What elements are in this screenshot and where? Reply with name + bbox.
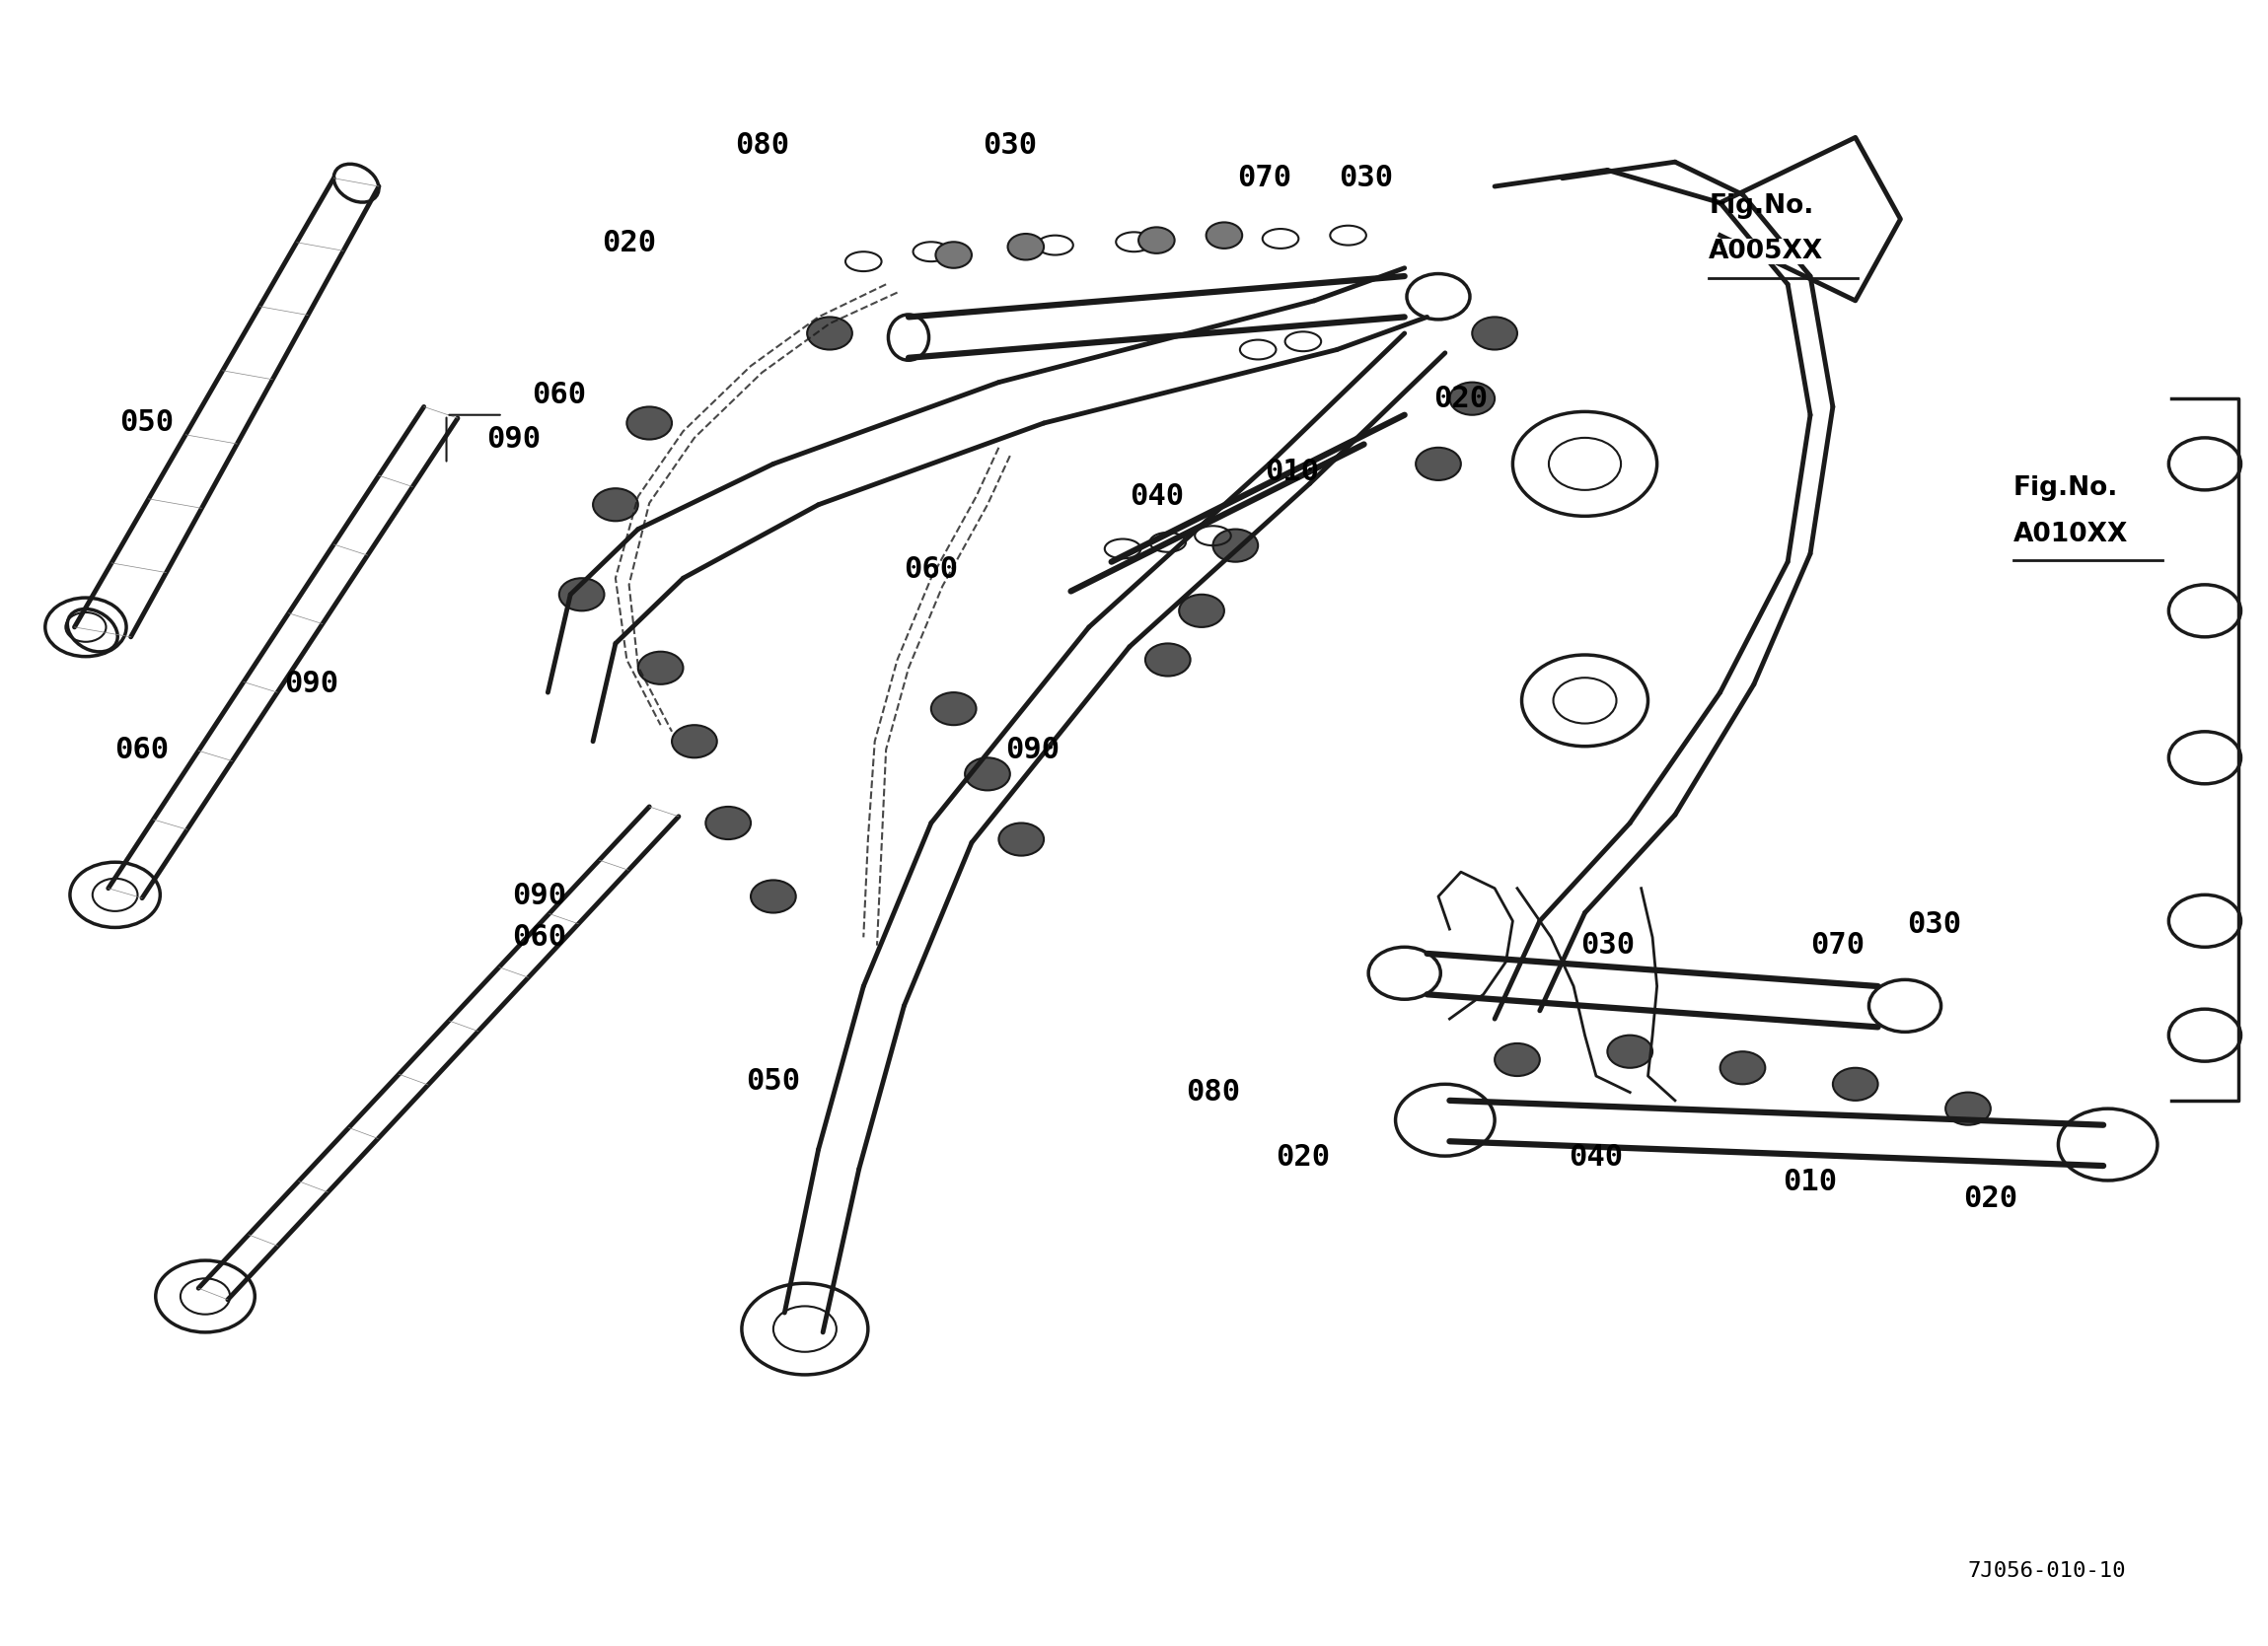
- Text: 090: 090: [1005, 736, 1059, 764]
- Text: A010XX: A010XX: [2014, 522, 2127, 546]
- Text: 060: 060: [905, 556, 959, 584]
- Circle shape: [1946, 1093, 1991, 1124]
- Circle shape: [671, 724, 717, 757]
- Text: Fig.No.: Fig.No.: [1708, 193, 1814, 219]
- Text: 050: 050: [120, 408, 175, 438]
- Text: 020: 020: [1277, 1144, 1331, 1172]
- Circle shape: [1406, 273, 1470, 319]
- Circle shape: [2059, 1109, 2157, 1180]
- Text: 080: 080: [735, 132, 789, 160]
- Text: 020: 020: [1964, 1183, 2019, 1213]
- Circle shape: [1179, 594, 1225, 627]
- Circle shape: [937, 242, 971, 268]
- Text: 030: 030: [1338, 165, 1393, 193]
- Circle shape: [807, 318, 853, 349]
- Circle shape: [1869, 979, 1941, 1032]
- Circle shape: [1449, 382, 1495, 415]
- Circle shape: [1719, 1052, 1765, 1085]
- Text: 050: 050: [746, 1067, 801, 1095]
- Text: 040: 040: [1569, 1144, 1624, 1172]
- Text: 010: 010: [1783, 1167, 1837, 1197]
- Circle shape: [932, 693, 975, 724]
- Circle shape: [626, 407, 671, 439]
- Circle shape: [1608, 1035, 1653, 1068]
- Circle shape: [560, 578, 603, 611]
- Text: 030: 030: [1581, 932, 1635, 960]
- Text: Fig.No.: Fig.No.: [2014, 476, 2118, 500]
- Text: 060: 060: [513, 923, 567, 951]
- Text: 090: 090: [488, 425, 542, 454]
- Circle shape: [1472, 318, 1517, 349]
- Circle shape: [751, 881, 796, 914]
- Text: 090: 090: [513, 882, 567, 910]
- Circle shape: [1007, 234, 1043, 260]
- Circle shape: [1395, 1085, 1495, 1155]
- Circle shape: [1207, 222, 1243, 249]
- Text: 020: 020: [601, 229, 655, 258]
- Text: 7J056-010-10: 7J056-010-10: [1969, 1560, 2125, 1580]
- Text: 020: 020: [1433, 384, 1488, 413]
- Text: 070: 070: [1810, 932, 1864, 960]
- Circle shape: [964, 757, 1009, 790]
- Circle shape: [1495, 1044, 1540, 1076]
- Text: A005XX: A005XX: [1708, 239, 1823, 265]
- Text: 070: 070: [1238, 165, 1293, 193]
- Text: 080: 080: [1186, 1078, 1241, 1106]
- Text: 060: 060: [533, 380, 587, 410]
- Text: 010: 010: [1266, 458, 1320, 486]
- Circle shape: [637, 652, 683, 685]
- Circle shape: [1833, 1068, 1878, 1101]
- Circle shape: [592, 489, 637, 522]
- Circle shape: [1415, 448, 1461, 481]
- Text: 030: 030: [982, 132, 1036, 160]
- Circle shape: [1145, 644, 1191, 677]
- Circle shape: [1213, 528, 1259, 561]
- Circle shape: [998, 823, 1043, 856]
- Text: 090: 090: [284, 670, 338, 698]
- Circle shape: [1139, 227, 1175, 253]
- Text: 060: 060: [116, 736, 170, 764]
- Text: 040: 040: [1129, 482, 1184, 510]
- Text: 030: 030: [1907, 910, 1962, 938]
- Circle shape: [1368, 946, 1440, 999]
- Circle shape: [705, 807, 751, 839]
